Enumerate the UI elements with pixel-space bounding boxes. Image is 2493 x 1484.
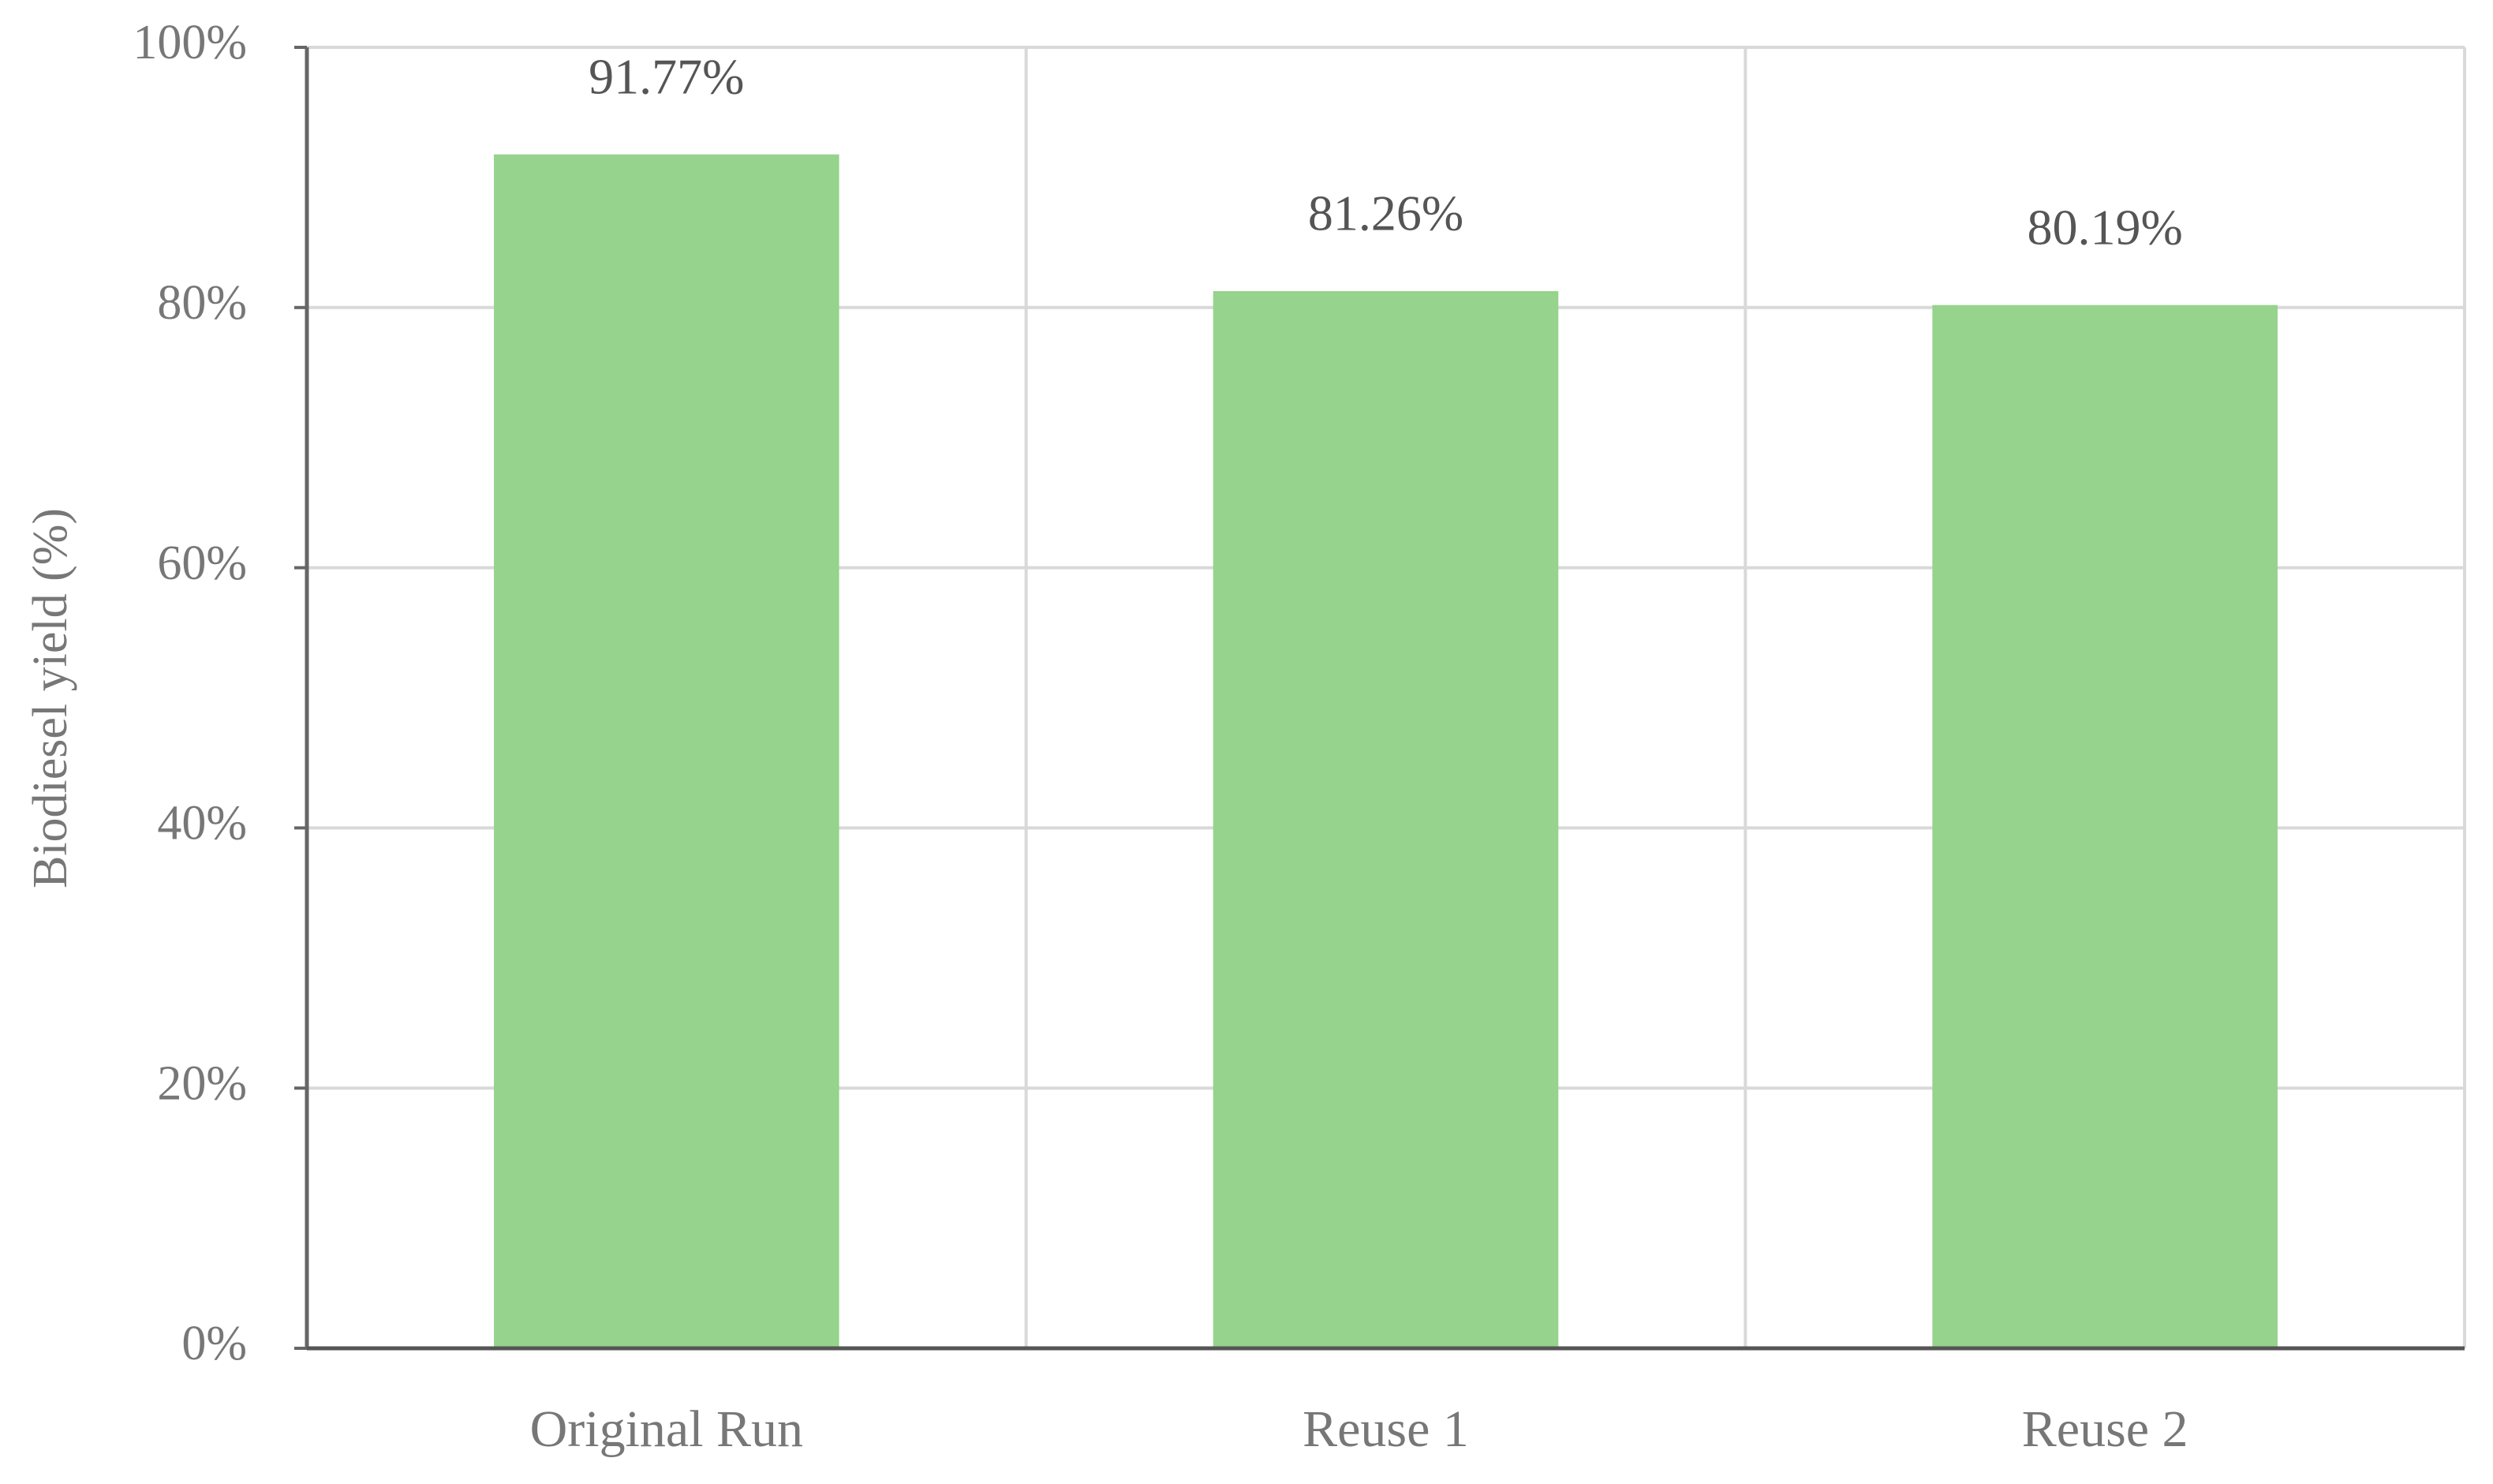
- y-axis-label: Biodiesel yield (%): [24, 508, 77, 888]
- y-tick-label: 80%: [157, 276, 247, 330]
- x-tick-label: Original Run: [530, 1400, 803, 1458]
- x-tick-label: Reuse 1: [1303, 1400, 1469, 1458]
- data-label: 91.77%: [589, 48, 744, 104]
- y-tick-label: 20%: [157, 1056, 247, 1110]
- bar: [494, 154, 839, 1349]
- data-label: 81.26%: [1308, 185, 1463, 241]
- bar: [1213, 291, 1559, 1349]
- data-label: 80.19%: [2028, 199, 2183, 255]
- bar: [1932, 305, 2278, 1349]
- y-tick-label: 0%: [181, 1317, 247, 1370]
- y-tick-label: 60%: [157, 536, 247, 590]
- y-tick-label: 100%: [133, 16, 247, 69]
- x-tick-label: Reuse 2: [2022, 1400, 2188, 1458]
- y-tick-label: 40%: [157, 797, 247, 850]
